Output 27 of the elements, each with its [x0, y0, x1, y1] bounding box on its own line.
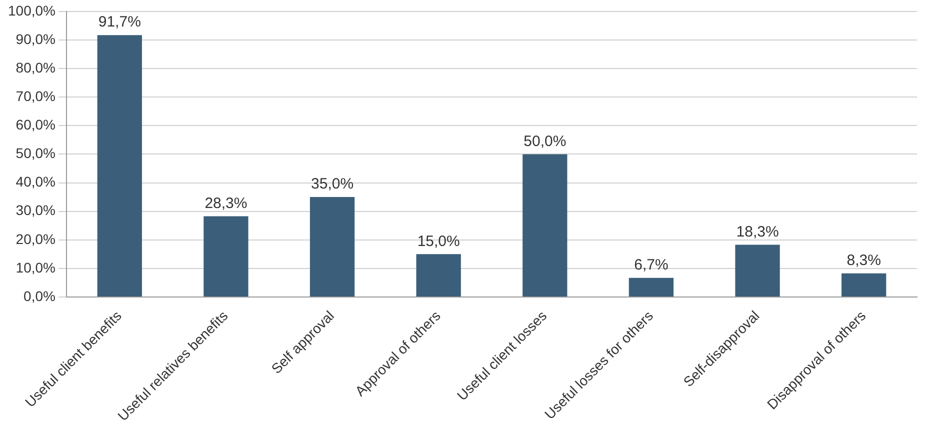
data-label: 15,0% [417, 232, 460, 250]
data-label: 50,0% [524, 132, 566, 150]
data-label: 91,7% [98, 14, 141, 31]
bar [735, 244, 780, 297]
bar [628, 278, 674, 297]
bar [416, 254, 461, 297]
y-tick-label: 70,0% [16, 88, 56, 104]
y-tick-label: 40,0% [16, 174, 56, 190]
bar [842, 273, 886, 297]
data-label: 8,3% [846, 252, 881, 269]
bar [97, 35, 142, 297]
data-label: 28,3% [204, 194, 248, 212]
y-tick-label: 30,0% [16, 202, 56, 218]
data-label: 35,0% [310, 176, 354, 193]
y-tick-label: 10,0% [16, 259, 56, 276]
y-tick-label: 80,0% [16, 59, 56, 76]
y-tick-label: 0,0% [24, 288, 56, 304]
y-tick-label: 90,0% [16, 30, 56, 47]
bar [522, 154, 568, 297]
y-tick-label: 20,0% [16, 230, 56, 247]
y-tick-label: 60,0% [16, 116, 56, 133]
data-label: 6,7% [634, 256, 668, 274]
y-tick-label: 100,0% [8, 2, 56, 18]
bar [204, 216, 248, 297]
bar [310, 197, 355, 297]
y-tick-label: 50,0% [16, 145, 56, 162]
data-label: 18,3% [736, 223, 779, 240]
